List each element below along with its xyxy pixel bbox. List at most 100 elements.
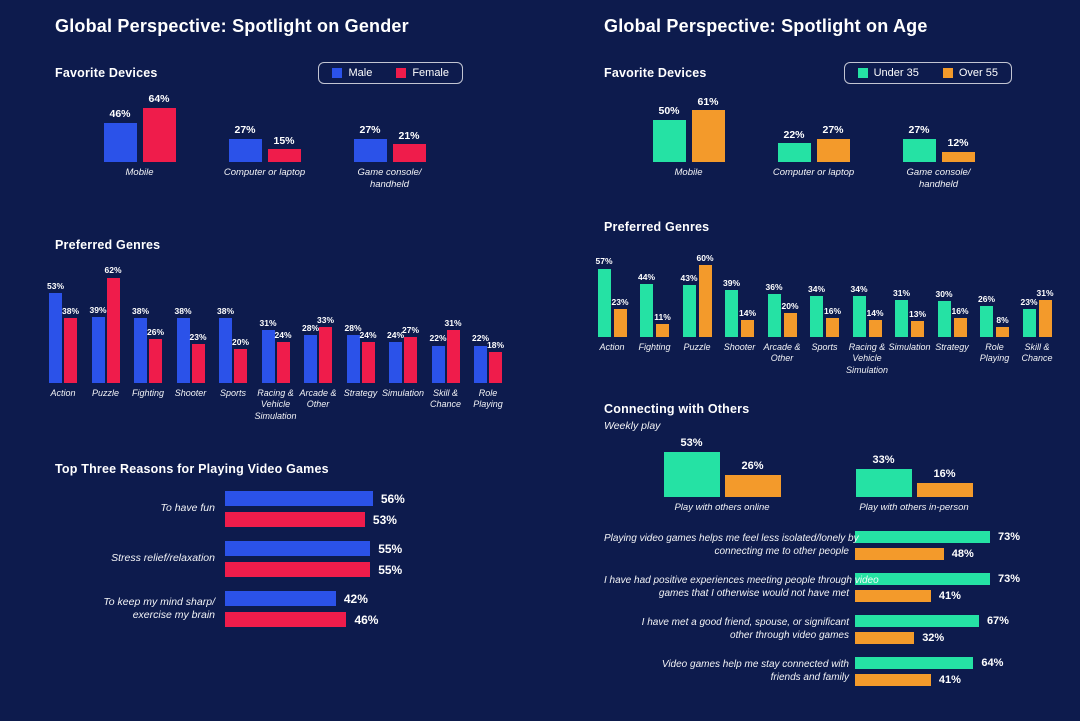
bar-value-label: 20% (232, 336, 250, 347)
bar (134, 318, 147, 383)
bar (431, 345, 445, 383)
bar (855, 531, 991, 543)
bar-value-label: 38% (174, 306, 192, 317)
bar (149, 338, 162, 383)
bar-value-label: 32% (922, 632, 945, 644)
bar-group: 28% 33% Arcade & Other (298, 263, 338, 411)
bar (228, 139, 262, 162)
bar-group: I have had positive experiences meeting … (604, 573, 1064, 602)
bar-value-label: 31% (1036, 287, 1054, 298)
category-label: Stress relief/relaxation (111, 552, 215, 565)
bar-group: 39% 62% Puzzle (86, 263, 126, 399)
bar-value-label: 12% (947, 137, 969, 150)
legend-swatch-icon (857, 68, 868, 78)
category-label: Role Playing (473, 388, 503, 410)
bar-value-label: 73% (998, 531, 1021, 543)
category-label: Sports (811, 342, 838, 352)
age-title: Global Perspective: Spotlight on Age (604, 16, 928, 36)
bar-value-label: 46% (354, 612, 379, 627)
legend-label: Under 35 (873, 67, 919, 79)
bar (777, 143, 811, 162)
legend-label: Female (412, 67, 449, 79)
age-devices-chart: 50% 61% Mobile 22% 27% Computer or laptop 27% 1… (604, 94, 1064, 191)
bar (64, 318, 77, 383)
bar-value-label: 57% (595, 256, 613, 267)
gender-panel: Global Perspective: Spotlight on Gender … (47, 0, 515, 721)
gender-devices-chart: 46% 64% Mobile 27% 15% Computer or laptop 27% 2… (55, 91, 515, 191)
bar-value-label: 46% (109, 108, 131, 121)
bar-group: 44% 11% Fighting (635, 250, 675, 353)
bar-value-label: 24% (274, 330, 292, 341)
bar (656, 323, 669, 337)
bar (1022, 309, 1036, 337)
bar-value-label: 23% (1020, 297, 1038, 308)
category-label: I have had positive experiences meeting … (604, 575, 879, 599)
bar-value-label: 16% (933, 468, 956, 481)
legend-swatch-icon (942, 68, 953, 78)
gender-reasons-title: Top Three Reasons for Playing Video Game… (55, 462, 329, 476)
category-label: Racing & Vehicle Simulation (254, 388, 297, 421)
bar-value-label: 20% (781, 300, 799, 311)
bar-group: 22% 31% Skill & Chance (426, 263, 466, 411)
category-label: Arcade & Other (299, 388, 337, 410)
bar (826, 317, 839, 337)
age-panel: Global Perspective: Spotlight on Age Fav… (596, 0, 1064, 721)
bar-group: Video games help me stay connected with … (604, 657, 1064, 686)
bar (652, 119, 686, 162)
bar-value-label: 15% (273, 134, 295, 147)
legend-item: Male (332, 67, 372, 79)
legend-swatch-icon (332, 68, 343, 78)
bar (267, 149, 301, 162)
bar (389, 342, 402, 383)
category-label: Skill & Chance (429, 388, 462, 410)
bar-value-label: 24% (359, 330, 377, 341)
category-label: Shooter (723, 342, 756, 352)
category-label: Action (599, 342, 625, 352)
bar-value-label: 23% (189, 331, 207, 342)
bar-value-label: 64% (981, 657, 1004, 669)
bar-group: 27% 12% Game console/ handheld (876, 94, 1001, 191)
bar-group: Playing video games helps me feel less i… (604, 531, 1064, 560)
category-label: Game console/ handheld (357, 167, 422, 190)
age-statements-chart: Playing video games helps me feel less i… (604, 531, 1064, 686)
bar (276, 342, 290, 383)
bar-group: 38% 23% Shooter (171, 263, 211, 399)
bar (261, 330, 275, 383)
category-label: Shooter (174, 388, 207, 398)
bar-value-label: 55% (378, 562, 403, 577)
bar-value-label: 30% (935, 288, 953, 299)
category-label: Play with others online (674, 502, 770, 513)
bar-group: 39% 14% Shooter (720, 250, 760, 353)
bar (916, 483, 973, 497)
gender-legend: Male Female (318, 62, 463, 84)
bar-value-label: 34% (850, 284, 868, 295)
category-label: I have met a good friend, spouse, or sig… (641, 617, 849, 641)
category-label: Mobile (674, 167, 703, 178)
legend-item: Under 35 (857, 67, 919, 79)
bar-value-label: 39% (89, 304, 107, 315)
bar-value-label: 22% (472, 333, 490, 344)
category-label: Playing video games helps me feel less i… (604, 533, 859, 557)
gender-devices-title: Favorite Devices (55, 66, 158, 80)
bar (855, 674, 931, 686)
bar (767, 293, 781, 337)
bar-value-label: 50% (658, 104, 680, 117)
bar-value-label: 27% (822, 124, 844, 137)
bar-value-label: 22% (429, 333, 447, 344)
bar-group: 26% 8% Role Playing (975, 250, 1015, 365)
bar-value-label: 28% (344, 323, 362, 334)
category-label: Play with others in-person (859, 502, 969, 513)
bar (855, 615, 979, 627)
bar-group: 22% 27% Computer or laptop (751, 94, 876, 179)
gender-title: Global Perspective: Spotlight on Gender (55, 16, 409, 36)
bar (361, 342, 375, 383)
bar-group: 53% 38% Action (43, 263, 83, 399)
bar (810, 296, 823, 337)
category-label: Computer or laptop (223, 167, 306, 178)
bar-value-label: 33% (317, 314, 335, 325)
bar-value-label: 53% (47, 280, 65, 291)
bar (219, 318, 232, 383)
bar-group: 43% 60% Puzzle (677, 250, 717, 353)
bar-group: 27% 15% Computer or laptop (202, 91, 327, 179)
